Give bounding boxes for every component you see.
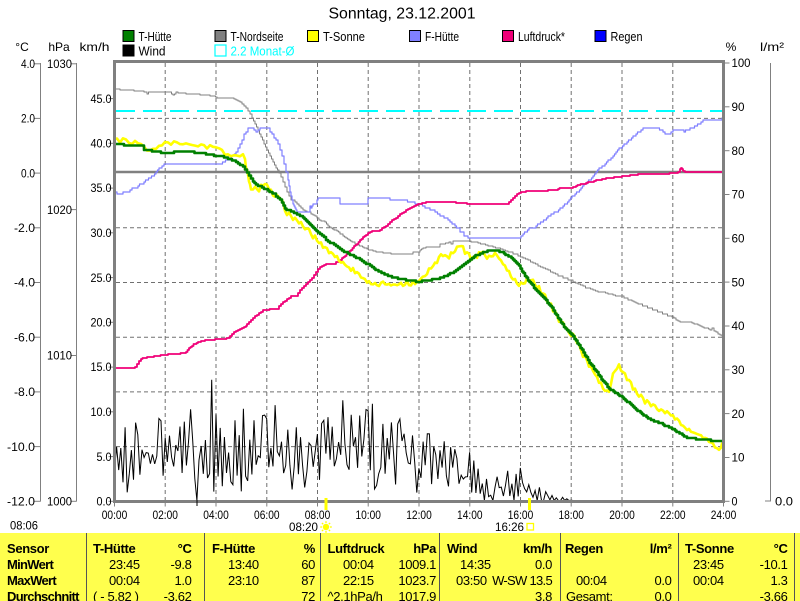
svg-text:04:00: 04:00 <box>203 508 229 522</box>
svg-text:F-Hütte: F-Hütte <box>425 29 459 44</box>
svg-text:15.0: 15.0 <box>91 360 112 374</box>
svg-text:1000: 1000 <box>47 495 72 509</box>
svg-text:30: 30 <box>732 363 745 377</box>
svg-text:-10.0: -10.0 <box>7 440 35 454</box>
svg-text:20:00: 20:00 <box>609 508 635 522</box>
svg-text:1020: 1020 <box>47 203 72 217</box>
svg-text:14:00: 14:00 <box>457 508 483 522</box>
svg-text:-2.0: -2.0 <box>14 221 35 235</box>
svg-text:4.0: 4.0 <box>21 57 35 71</box>
svg-text:Sonntag, 23.12.2001: Sonntag, 23.12.2001 <box>329 6 476 23</box>
svg-text:-4.0: -4.0 <box>14 276 35 290</box>
svg-text:35.0: 35.0 <box>91 181 112 195</box>
svg-text:16:00: 16:00 <box>508 508 534 522</box>
svg-text:T-Nordseite: T-Nordseite <box>231 29 284 44</box>
svg-text:1010: 1010 <box>47 349 72 363</box>
svg-text:2.2 Monat-Ø: 2.2 Monat-Ø <box>231 44 295 59</box>
svg-text:T-Sonne: T-Sonne <box>323 29 365 44</box>
svg-text:-12.0: -12.0 <box>7 495 35 509</box>
svg-text:l/m²: l/m² <box>760 40 784 54</box>
svg-text:08:00: 08:00 <box>305 508 331 522</box>
svg-text:Wind: Wind <box>139 44 166 59</box>
svg-text:06:00: 06:00 <box>254 508 280 522</box>
svg-text:45.0: 45.0 <box>91 92 112 106</box>
svg-text:hPa: hPa <box>48 40 70 54</box>
svg-text:Luftdruck*: Luftdruck* <box>518 29 565 44</box>
svg-text:5.0: 5.0 <box>97 450 112 464</box>
svg-text:18:00: 18:00 <box>558 508 584 522</box>
svg-text:-8.0: -8.0 <box>14 385 35 399</box>
svg-text:20.0: 20.0 <box>91 316 112 330</box>
svg-text:08:20: 08:20 <box>289 520 318 534</box>
svg-text:2.0: 2.0 <box>21 112 35 126</box>
svg-text:1030: 1030 <box>47 57 72 71</box>
svg-text:60: 60 <box>732 232 745 246</box>
svg-text:100: 100 <box>732 56 751 70</box>
svg-text:50: 50 <box>732 275 745 289</box>
svg-text:T-Hütte: T-Hütte <box>139 29 172 44</box>
svg-text:%: % <box>726 40 737 54</box>
svg-text:Regen: Regen <box>611 29 643 44</box>
svg-text:°C: °C <box>15 40 29 54</box>
svg-text:-6.0: -6.0 <box>14 330 35 344</box>
svg-text:40: 40 <box>732 319 745 333</box>
svg-text:20: 20 <box>732 407 745 421</box>
svg-text:02:00: 02:00 <box>152 508 178 522</box>
svg-text:00:00: 00:00 <box>102 508 128 522</box>
svg-text:40.0: 40.0 <box>91 137 112 151</box>
svg-text:90: 90 <box>732 100 745 114</box>
svg-text:08:06: 08:06 <box>10 519 38 533</box>
svg-text:10: 10 <box>732 451 745 465</box>
svg-text:80: 80 <box>732 144 745 158</box>
svg-text:22:00: 22:00 <box>660 508 686 522</box>
svg-text:70: 70 <box>732 188 745 202</box>
svg-text:24:00: 24:00 <box>711 508 737 522</box>
svg-text:0.0: 0.0 <box>21 166 35 180</box>
svg-text:0.0: 0.0 <box>97 495 112 509</box>
svg-text:km/h: km/h <box>80 40 110 54</box>
svg-text:0: 0 <box>732 495 738 509</box>
svg-text:10.0: 10.0 <box>91 405 112 419</box>
svg-text:12:00: 12:00 <box>406 508 432 522</box>
svg-text:30.0: 30.0 <box>91 226 112 240</box>
svg-text:10:00: 10:00 <box>355 508 381 522</box>
svg-text:25.0: 25.0 <box>91 271 112 285</box>
svg-text:16:26: 16:26 <box>495 520 524 534</box>
svg-text:0.0: 0.0 <box>775 495 793 509</box>
